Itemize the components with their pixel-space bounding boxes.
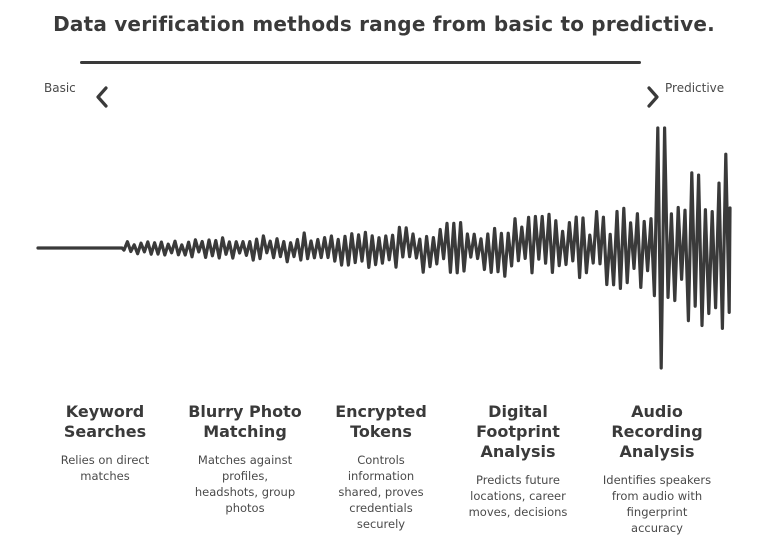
stage-description: Matches against profiles, headshots, gro… <box>194 453 296 515</box>
stage-encrypted-tokens: Encrypted Tokens Controls information sh… <box>316 402 446 532</box>
stage-blurry-photo-matching: Blurry Photo Matching Matches against pr… <box>180 402 310 516</box>
stage-title: Audio Recording Analysis <box>611 402 703 461</box>
stage-title: Digital Footprint Analysis <box>476 402 560 461</box>
stage-description: Predicts future locations, career moves,… <box>468 473 568 519</box>
stage-description: Relies on direct matches <box>60 453 150 483</box>
scale-label-basic: Basic <box>44 81 76 95</box>
stage-description: Controls information shared, proves cred… <box>338 453 424 531</box>
waveform-line <box>36 126 732 370</box>
title-underline <box>80 61 641 64</box>
chevron-left-icon <box>96 86 108 108</box>
stage-audio-recording-analysis: Audio Recording Analysis Identifies spea… <box>592 402 722 536</box>
scale-label-predictive: Predictive <box>665 81 725 95</box>
stage-title: Keyword Searches <box>63 402 147 441</box>
stage-keyword-searches: Keyword Searches Relies on direct matche… <box>40 402 170 484</box>
stage-digital-footprint-analysis: Digital Footprint Analysis Predicts futu… <box>453 402 583 520</box>
stage-title: Encrypted Tokens <box>335 402 427 441</box>
stage-description: Identifies speakers from audio with fing… <box>602 473 712 535</box>
chevron-right-icon <box>647 86 659 108</box>
stage-title: Blurry Photo Matching <box>188 402 302 441</box>
page-title: Data verification methods range from bas… <box>53 12 715 36</box>
